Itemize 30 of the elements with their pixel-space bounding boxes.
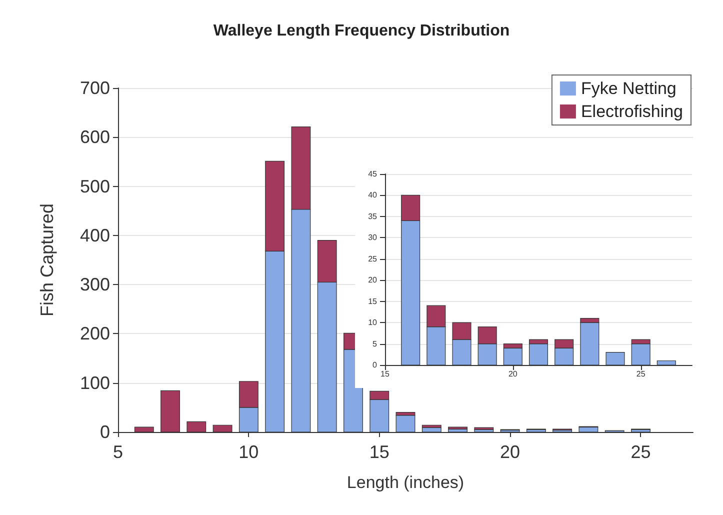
y-tick-label: 35 (368, 212, 378, 221)
y-tick-label: 0 (100, 422, 110, 442)
y-tick-label: 40 (368, 190, 378, 200)
y-tick-label: 500 (80, 176, 110, 196)
y-tick-label: 300 (80, 274, 110, 295)
y-tick-label: 100 (80, 372, 110, 393)
legend-label: Fyke Netting (580, 79, 676, 98)
x-tick-label: 20 (500, 442, 520, 462)
x-tick-label: 5 (112, 442, 124, 462)
y-tick-label: 20 (368, 276, 378, 285)
x-tick-label: 10 (238, 442, 259, 462)
x-tick-label: 20 (508, 369, 518, 378)
y-tick-label: 30 (368, 233, 378, 242)
y-tick-label: 400 (80, 225, 110, 246)
y-tick-label: 45 (368, 170, 378, 178)
legend-label: Electrofishing (580, 102, 684, 121)
y-tick-label: 0 (372, 360, 378, 370)
y-tick-label: 600 (80, 127, 110, 148)
x-tick-label: 25 (636, 369, 646, 378)
x-tick-label: 15 (380, 369, 390, 378)
x-axis-title: Length (inches) (346, 473, 464, 492)
y-tick-label: 15 (368, 296, 378, 306)
y-tick-label: 5 (372, 339, 378, 348)
y-tick-label: 700 (80, 78, 110, 98)
y-tick-label: 10 (368, 318, 378, 328)
y-tick-label: 25 (368, 254, 378, 264)
y-axis-title: Fish Captured (37, 203, 57, 317)
x-tick-label: 25 (630, 442, 651, 462)
chart-title: Walleye Length Frequency Distribution (213, 22, 510, 40)
y-tick-label: 200 (80, 324, 110, 344)
